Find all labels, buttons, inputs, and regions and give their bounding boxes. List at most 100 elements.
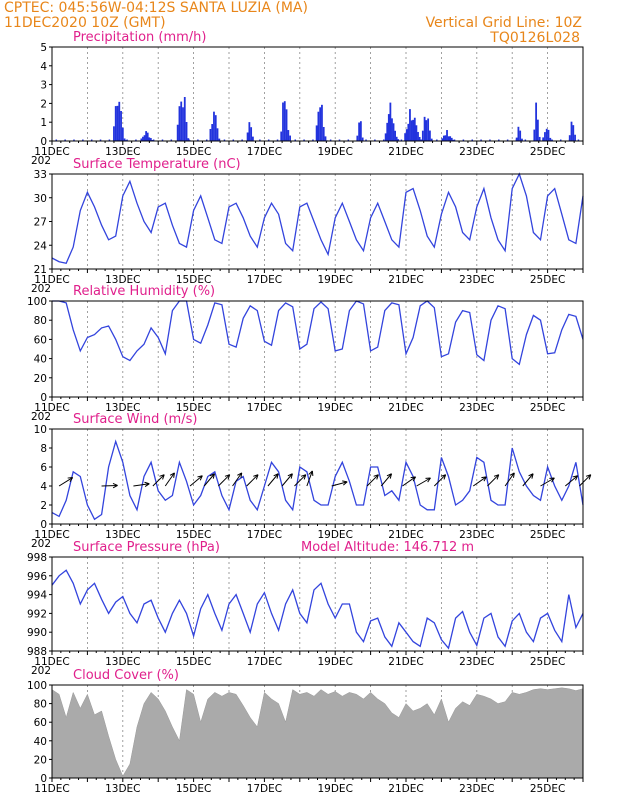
precip-bar (471, 139, 473, 141)
precip-bar (347, 139, 350, 141)
precip-bar (442, 135, 445, 141)
pressure-series-line (51, 569, 584, 650)
precip-bar (118, 101, 121, 141)
precip-bar (387, 114, 390, 141)
wind-arrow-head (173, 472, 175, 478)
wind-arrow-head (199, 475, 203, 481)
humidity-xtick-label: 17DEC (247, 402, 282, 414)
precip-bar (185, 121, 188, 141)
precip-bar (303, 139, 305, 141)
precip-bar (114, 106, 117, 141)
pressure-ytick-label: 992 (27, 608, 47, 620)
temperature-ytick-label: 27 (34, 217, 47, 229)
cloud-cover-xtick-label: 11DEC (34, 783, 69, 795)
precip-bar (73, 139, 75, 141)
temperature-xtick-label: 19DEC (317, 274, 352, 286)
precip-bar (218, 138, 221, 141)
pressure-xtick-label: 17DEC (247, 656, 282, 668)
wind-arrow (246, 474, 259, 487)
wind-arrow-head (528, 473, 534, 477)
precip-bar (568, 135, 571, 141)
precip-bar (374, 139, 376, 141)
wind-arrow (306, 470, 313, 487)
precipitation-title: Precipitation (mm/h) (73, 30, 206, 45)
precip-bar (427, 118, 430, 141)
wind-arrow (564, 475, 578, 487)
wind-arrow-head (303, 474, 307, 480)
cloud-cover-xtick-label: 19DEC (317, 783, 352, 795)
precip-bar (358, 122, 361, 141)
cloud-cover-ytick-label: 0 (40, 773, 47, 785)
precip-bar (545, 128, 548, 141)
precip-bar (429, 130, 431, 141)
precip-bar (143, 135, 146, 141)
precip-bar (113, 126, 115, 141)
precip-bar (126, 139, 128, 141)
wind-panel: 0 2 4 6 8 10 11DEC 13DEC 15DEC 17DEC 19DEC 21DEC 23D… (31, 412, 592, 550)
wind-xtick-label: 15DEC (176, 529, 211, 541)
humidity-xtick-label: 21DEC (388, 402, 423, 414)
cloud-cover-xtick-label: 23DEC (459, 783, 494, 795)
precip-bar (170, 139, 173, 141)
precip-bar (250, 127, 253, 141)
precip-bar (117, 139, 119, 141)
wind-ytick-label: 2 (40, 500, 47, 512)
humidity-ytick-label: 40 (34, 354, 47, 366)
wind-arrow (164, 472, 175, 487)
precip-bar (413, 117, 416, 141)
precip-bar (444, 135, 447, 141)
wind-arrow-head (427, 477, 431, 483)
wind-arrow-head (162, 474, 165, 480)
wind-arrow (579, 474, 592, 487)
temperature-panel: 21 24 27 30 33 11DEC 13DEC 15DEC 17DEC 19DEC 21DEC… (31, 157, 584, 295)
precip-bar (551, 139, 553, 141)
wind-arrow-head (67, 477, 73, 479)
humidity-ytick-label: 80 (34, 315, 47, 327)
precip-bar (572, 125, 575, 141)
wind-arrow (152, 474, 165, 487)
wind-arrow-head (443, 474, 447, 480)
precip-bar (453, 139, 456, 141)
precip-bar (140, 138, 143, 141)
precip-bar (232, 139, 235, 141)
precip-bar (418, 139, 420, 141)
precip-bar (145, 131, 148, 141)
precip-bar (188, 139, 190, 141)
wind-arrow-head (308, 470, 313, 475)
precip-bar (524, 139, 527, 141)
location-title: CPTEC: 045:56W-04:12S SANTA LUZIA (MA) (4, 0, 308, 16)
wind-arrow-head (144, 481, 150, 485)
precip-bar (142, 136, 144, 141)
precipitation-ytick-label: 2 (40, 98, 47, 110)
pressure-xtick-label: 19DEC (317, 656, 352, 668)
wind-frame (51, 428, 584, 525)
precip-bar (386, 122, 389, 141)
precip-bar (283, 101, 286, 141)
wind-arrow-head (300, 474, 306, 477)
precip-bar (146, 132, 149, 141)
precipitation-ytick-label: 5 (40, 42, 47, 54)
wind-arrow-head (483, 476, 487, 482)
precip-bar (410, 120, 413, 141)
precip-bar (441, 138, 444, 141)
precip-bar (559, 139, 562, 141)
wind-xtick-label: 13DEC (105, 529, 140, 541)
precip-bar (213, 111, 215, 141)
precip-bar (421, 130, 424, 141)
precip-bar (248, 122, 251, 141)
precip-bar (415, 125, 418, 141)
precip-bar (535, 102, 538, 141)
precip-bar (214, 139, 217, 141)
cloud-cover-ytick-label: 40 (34, 736, 47, 748)
precip-bar (533, 139, 535, 141)
precip-bar (498, 139, 500, 141)
wind-xtick-label: 17DEC (247, 529, 282, 541)
precipitation-ytick-label: 3 (40, 80, 47, 92)
precip-bar (205, 139, 208, 141)
precipitation-xtick-label: 11DEC (34, 146, 69, 158)
cloud-cover-xtick-label: 15DEC (176, 783, 211, 795)
precip-bar (55, 139, 58, 141)
wind-arrow-head (112, 482, 118, 486)
precip-bar (515, 139, 518, 141)
